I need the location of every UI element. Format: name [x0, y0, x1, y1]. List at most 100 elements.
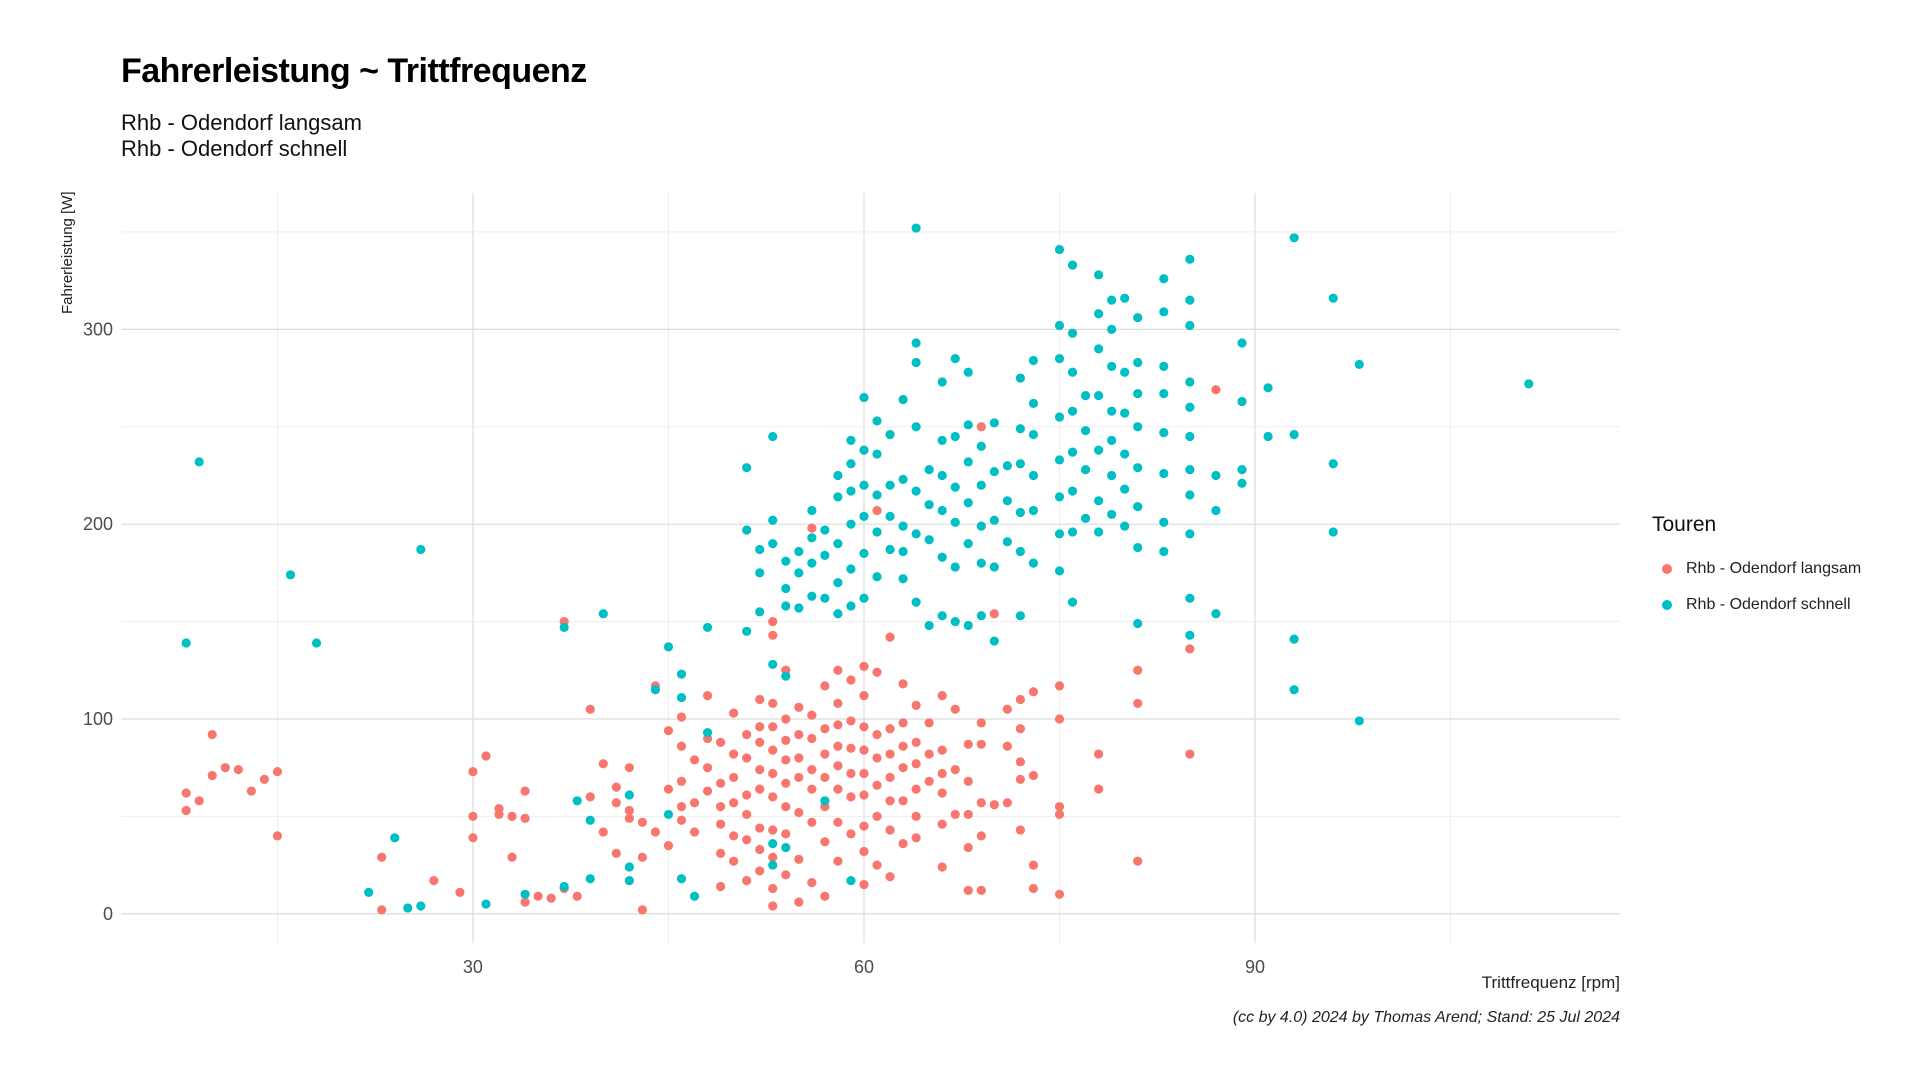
point-schnell [937, 552, 947, 562]
chart-caption: (cc by 4.0) 2024 by Thomas Arend; Stand:… [1232, 1009, 1620, 1026]
point-langsam [859, 790, 869, 800]
point-schnell [794, 603, 804, 613]
point-schnell [1054, 455, 1065, 465]
point-langsam [702, 763, 713, 773]
point-schnell [781, 842, 791, 853]
point-schnell [1094, 445, 1104, 455]
point-langsam [689, 798, 700, 808]
point-schnell [768, 539, 778, 549]
point-langsam [807, 784, 817, 794]
point-langsam [885, 796, 895, 806]
point-schnell [898, 474, 908, 484]
point-langsam [755, 737, 765, 747]
point-langsam [963, 776, 973, 786]
point-schnell [1107, 509, 1117, 520]
point-schnell [194, 457, 204, 467]
point-schnell [1054, 320, 1065, 331]
point-langsam [885, 872, 895, 882]
point-langsam [937, 788, 947, 798]
point-langsam [781, 714, 791, 724]
point-schnell [755, 568, 765, 578]
point-schnell [963, 457, 973, 467]
point-langsam [429, 876, 439, 886]
point-schnell [1107, 295, 1117, 305]
point-langsam [689, 755, 700, 765]
point-schnell [181, 638, 191, 648]
point-schnell [768, 860, 778, 870]
point-langsam [807, 710, 817, 720]
point-langsam [859, 661, 869, 671]
point-langsam [820, 837, 830, 847]
point-schnell [859, 480, 869, 490]
axis-ticks: 30 60 90 0 100 200 300 [83, 319, 1265, 977]
point-schnell [781, 556, 791, 566]
point-schnell [1211, 609, 1221, 619]
point-schnell [1185, 254, 1195, 264]
point-langsam [794, 729, 804, 740]
point-langsam [833, 761, 843, 771]
point-langsam [1002, 704, 1012, 714]
point-schnell [1015, 373, 1025, 383]
point-schnell [872, 416, 882, 426]
point-schnell [1120, 293, 1130, 303]
point-schnell [1054, 529, 1065, 539]
point-schnell [1289, 233, 1299, 243]
point-langsam [729, 749, 739, 759]
point-langsam [1054, 681, 1065, 691]
y-tick-label: 0 [103, 904, 113, 924]
point-langsam [259, 774, 269, 784]
point-schnell [1211, 505, 1221, 516]
point-langsam [1015, 774, 1025, 784]
point-schnell [950, 562, 960, 572]
point-langsam [663, 840, 674, 851]
point-schnell [1107, 406, 1117, 416]
point-langsam [1015, 825, 1025, 835]
point-schnell [1067, 328, 1078, 338]
point-langsam [520, 897, 530, 907]
point-schnell [833, 539, 843, 549]
point-langsam [859, 846, 869, 857]
point-langsam [729, 772, 739, 783]
point-langsam [833, 698, 843, 708]
point-schnell [1120, 408, 1130, 418]
point-langsam [794, 807, 804, 818]
point-schnell [1120, 449, 1130, 459]
point-schnell [755, 607, 765, 617]
point-langsam [377, 852, 387, 862]
point-langsam [272, 831, 283, 841]
point-schnell [885, 511, 895, 521]
chart-subtitle-line-1: Rhb - Odendorf langsam [121, 110, 362, 135]
point-langsam [898, 741, 908, 751]
point-langsam [585, 792, 595, 802]
point-langsam [742, 753, 752, 763]
point-langsam [207, 729, 217, 740]
point-langsam [611, 848, 621, 858]
point-schnell [1159, 274, 1169, 284]
point-schnell [846, 564, 856, 574]
point-schnell [1080, 513, 1091, 523]
point-langsam [676, 741, 687, 751]
point-schnell [846, 519, 856, 529]
point-schnell [416, 544, 426, 555]
point-schnell [885, 480, 895, 490]
point-langsam [976, 718, 986, 728]
point-schnell [1237, 396, 1247, 407]
point-langsam [911, 833, 921, 843]
point-langsam [1015, 724, 1025, 734]
point-langsam [950, 765, 960, 775]
point-schnell [976, 611, 986, 621]
point-langsam [1015, 757, 1025, 767]
legend-item-schnell: Rhb - Odendorf schnell [1652, 587, 1861, 623]
point-schnell [1067, 447, 1078, 457]
point-schnell [1080, 390, 1091, 401]
point-schnell [598, 609, 608, 619]
point-langsam [716, 848, 726, 858]
point-schnell [846, 876, 856, 886]
legend-marker-langsam [1662, 564, 1672, 574]
point-schnell [924, 500, 934, 510]
point-schnell [1133, 422, 1143, 432]
y-tick-label: 100 [83, 709, 113, 729]
point-langsam [820, 681, 830, 691]
point-langsam [598, 759, 608, 769]
point-schnell [768, 839, 778, 849]
